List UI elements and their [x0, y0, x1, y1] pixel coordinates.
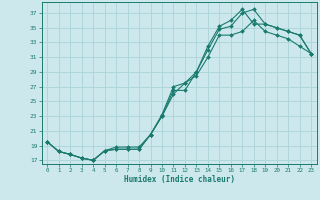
X-axis label: Humidex (Indice chaleur): Humidex (Indice chaleur)	[124, 175, 235, 184]
